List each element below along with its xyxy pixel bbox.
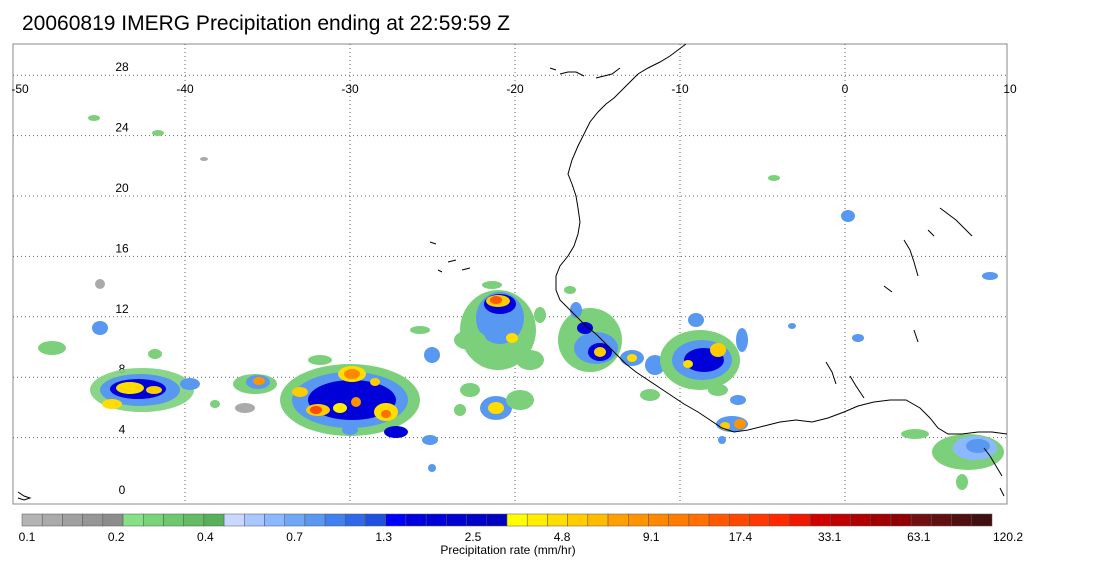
colorbar-swatch [809, 513, 831, 527]
colorbar-swatch [526, 513, 548, 527]
colorbar-swatch [971, 513, 993, 527]
lat-tick-label: 0 [119, 483, 126, 497]
colorbar-swatch [890, 513, 912, 527]
colorbar-swatch [41, 513, 63, 527]
map-title: 20060819 IMERG Precipitation ending at 2… [22, 12, 510, 35]
colorbar-swatch [708, 513, 730, 527]
colorbar-swatch [789, 513, 811, 527]
colorbar-tick-label: 33.1 [818, 530, 842, 544]
colorbar-swatch [82, 513, 104, 527]
colorbar-tick-label: 0.2 [108, 530, 125, 544]
lat-tick-label: 12 [115, 302, 129, 316]
colorbar-tick-label: 120.2 [993, 530, 1023, 544]
colorbar-swatch [729, 513, 750, 527]
colorbar-swatch [506, 513, 528, 527]
rain-cell [901, 429, 1004, 490]
lon-tick-label: -20 [506, 82, 524, 96]
rain-cell [660, 313, 748, 405]
colorbar-swatch [244, 513, 265, 527]
colorbar-swatch [668, 513, 690, 527]
colorbar-swatch [688, 513, 710, 527]
colorbar-swatch [830, 513, 851, 527]
coastline [17, 44, 1007, 501]
colorbar-swatch [324, 513, 346, 527]
colorbar-swatch [607, 513, 629, 527]
colorbar-swatch [284, 513, 306, 527]
rain-cell [280, 326, 440, 472]
lon-tick-label: -10 [671, 82, 689, 96]
colorbar-swatch [648, 513, 669, 527]
colorbar-tick-label: 17.4 [729, 530, 753, 544]
colorbar-swatch [749, 513, 770, 527]
colorbar-swatch [910, 513, 932, 527]
lon-tick-label: 10 [1003, 82, 1017, 96]
colorbar-swatch [931, 513, 952, 527]
colorbar-tick-label: 63.1 [907, 530, 931, 544]
colorbar-swatch [62, 513, 83, 527]
graticule: -50 -40 -30 -20 -10 0 10 28 24 20 16 12 8 4 0 [11, 44, 1017, 504]
colorbar-swatch [547, 513, 568, 527]
colorbar-swatch [122, 513, 144, 527]
colorbar-tick-label: 0.4 [197, 530, 214, 544]
colorbar-swatch [587, 513, 609, 527]
colorbar-swatch [628, 513, 649, 527]
lat-tick-label: 20 [115, 181, 129, 195]
lat-tick-label: 8 [119, 362, 126, 376]
colorbar-swatch [21, 513, 43, 527]
colorbar-swatch [951, 513, 973, 527]
colorbar-swatch [567, 513, 589, 527]
colorbar-tick-label: 0.1 [19, 530, 36, 544]
lat-tick-label: 28 [115, 60, 129, 74]
precipitation-field [38, 115, 1004, 490]
colorbar-swatch [183, 513, 205, 527]
rain-cell [768, 175, 998, 342]
lat-tick-label: 4 [119, 423, 126, 437]
colorbar-tick-labels: 0.1 0.2 0.4 0.7 1.3 2.5 4.8 9.1 17.4 33.1 63.1 120.… [19, 530, 1024, 544]
colorbar-swatch [143, 513, 164, 527]
colorbar-swatch [264, 513, 285, 527]
rain-cell [38, 115, 220, 408]
lon-tick-label: 0 [842, 82, 849, 96]
colorbar-swatch [486, 513, 508, 527]
colorbar-swatch [102, 513, 124, 527]
colorbar-tick-label: 4.8 [554, 530, 571, 544]
colorbar-swatch [466, 513, 488, 527]
colorbar-title: Precipitation rate (mm/hr) [440, 543, 575, 557]
colorbar-swatch [385, 513, 407, 527]
colorbar-swatch [304, 513, 326, 527]
colorbar-swatches [21, 513, 993, 527]
colorbar-swatch [405, 513, 427, 527]
lat-tick-label: 16 [115, 241, 129, 255]
lon-tick-label: -30 [341, 82, 359, 96]
colorbar-swatch [850, 513, 872, 527]
rain-cell [90, 368, 194, 412]
colorbar-tick-label: 0.7 [286, 530, 303, 544]
colorbar-swatch [345, 513, 366, 527]
lon-tick-label: -50 [11, 82, 29, 96]
lat-tick-label: 24 [115, 121, 129, 135]
colorbar-tick-label: 1.3 [375, 530, 392, 544]
map-frame [12, 43, 1008, 505]
colorbar-swatch [203, 513, 225, 527]
colorbar-tick-label: 9.1 [643, 530, 660, 544]
colorbar-swatch [870, 513, 892, 527]
colorbar-swatch [769, 513, 791, 527]
rain-cell [454, 281, 546, 420]
colorbar-swatch [425, 513, 447, 527]
colorbar-swatch [163, 513, 184, 527]
colorbar-swatch [365, 513, 386, 527]
colorbar-swatch [223, 513, 245, 527]
colorbar-swatch [446, 513, 467, 527]
lon-tick-label: -40 [176, 82, 194, 96]
colorbar-tick-label: 2.5 [465, 530, 482, 544]
rain-cell [233, 374, 277, 413]
